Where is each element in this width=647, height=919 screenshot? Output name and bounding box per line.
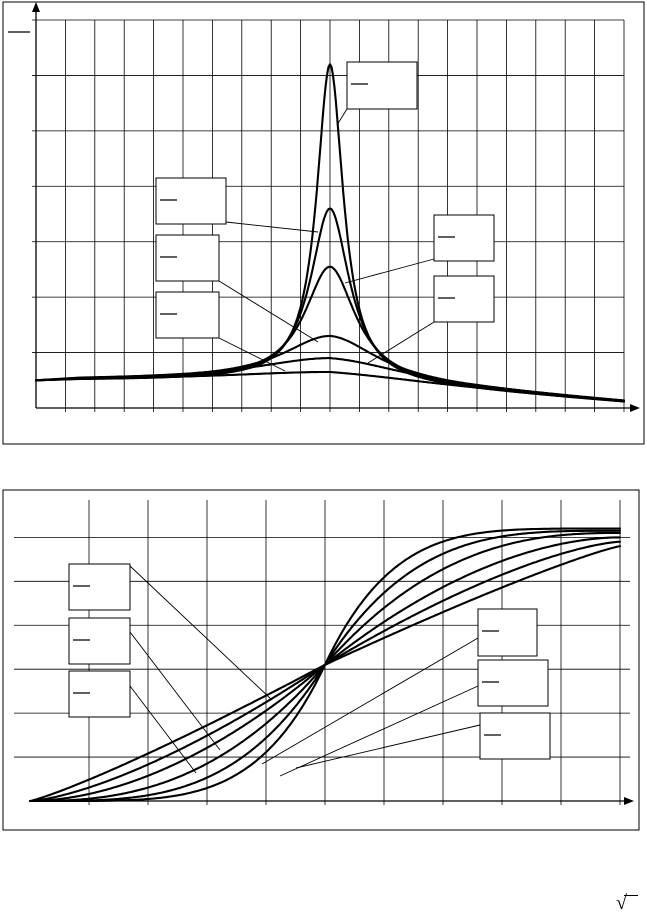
top-leader-5 bbox=[344, 258, 435, 284]
top-curves bbox=[34, 63, 626, 403]
bottom-curves bbox=[28, 527, 622, 803]
radical-glyph: √ bbox=[616, 892, 627, 914]
bottom-label-box-5 bbox=[477, 659, 549, 707]
top-leader-6 bbox=[367, 321, 435, 364]
bottom-series-6 bbox=[28, 545, 622, 803]
top-label-box-4 bbox=[155, 291, 220, 339]
bottom-chart-frame bbox=[2, 489, 640, 831]
top-label-box-5 bbox=[433, 214, 495, 262]
bottom-chart bbox=[2, 489, 640, 831]
top-leader-2 bbox=[225, 221, 319, 233]
top-labels bbox=[155, 61, 495, 372]
top-leader-1 bbox=[336, 108, 348, 126]
top-label-box-1 bbox=[346, 61, 418, 110]
top-chart bbox=[2, 1, 645, 445]
bottom-label-box-6 bbox=[479, 712, 551, 760]
radical-bar bbox=[624, 895, 638, 896]
top-label-box-6 bbox=[433, 275, 495, 323]
bottom-label-box-2 bbox=[68, 617, 131, 665]
bottom-leader-1 bbox=[129, 565, 273, 701]
top-series-6 bbox=[34, 370, 626, 403]
top-x-axis-arrow bbox=[630, 404, 640, 412]
radical-symbol: √ bbox=[616, 892, 638, 914]
bottom-leader-5 bbox=[279, 685, 479, 777]
bottom-leader-6 bbox=[295, 724, 481, 769]
bottom-label-box-4 bbox=[477, 608, 538, 657]
bottom-leader-4 bbox=[261, 637, 479, 765]
top-label-box-3 bbox=[155, 234, 220, 282]
bottom-labels bbox=[68, 563, 551, 777]
top-leader-3 bbox=[218, 280, 319, 343]
top-chart-grid bbox=[32, 19, 625, 412]
top-series-5 bbox=[34, 357, 626, 402]
bottom-leader-3 bbox=[129, 685, 197, 774]
bottom-x-axis-arrow bbox=[624, 797, 634, 805]
top-label-box-2 bbox=[155, 177, 227, 225]
top-y-axis-arrow bbox=[32, 2, 40, 12]
bottom-label-box-1 bbox=[68, 563, 131, 611]
top-chart-frame bbox=[2, 1, 645, 445]
bottom-label-box-3 bbox=[68, 670, 131, 718]
bottom-leader-2 bbox=[129, 631, 221, 751]
top-leader-4 bbox=[218, 337, 286, 372]
